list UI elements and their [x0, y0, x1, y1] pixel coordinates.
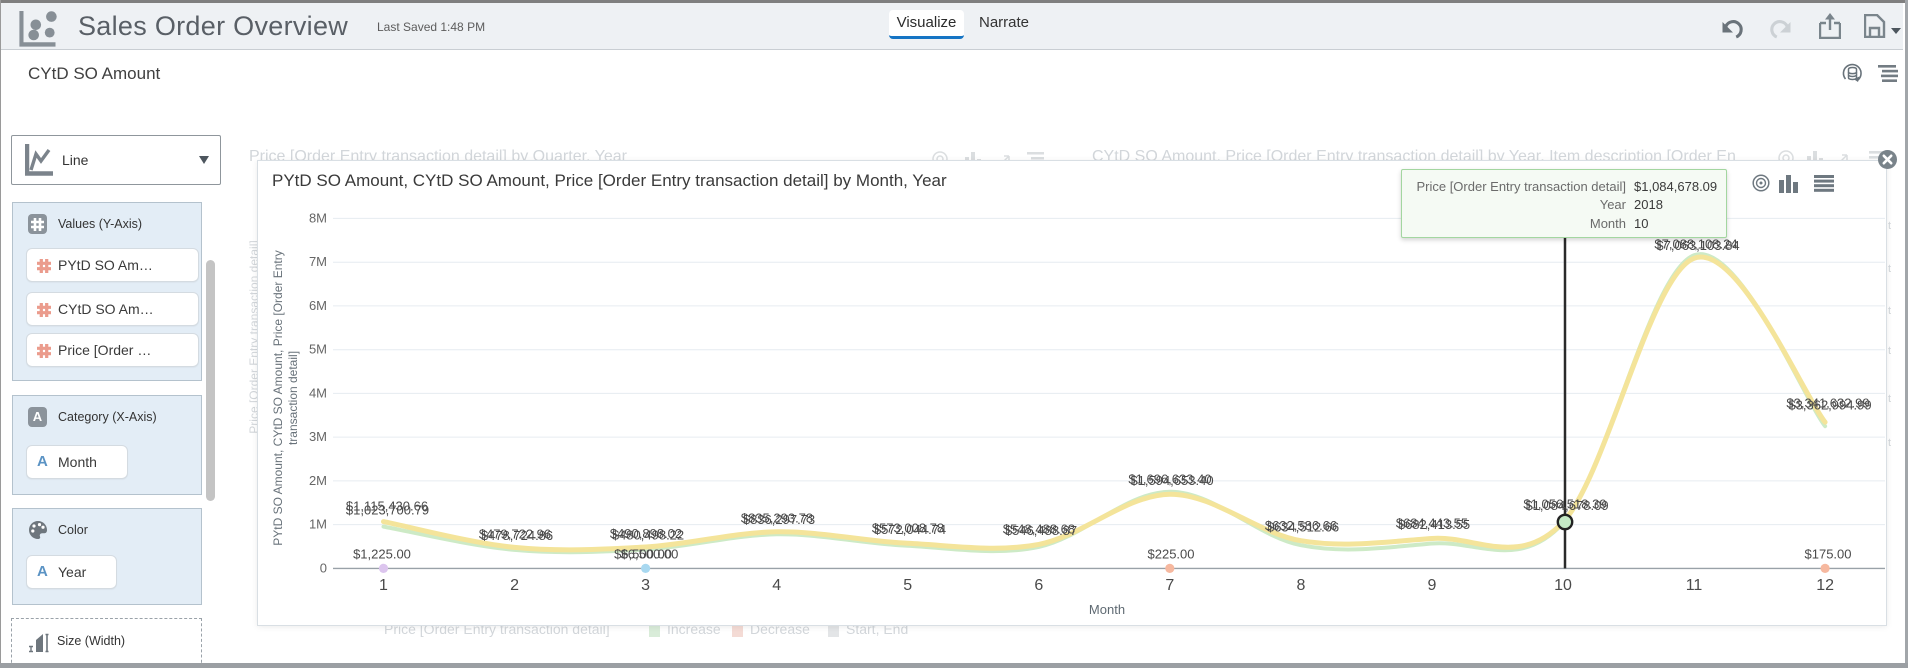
- svg-text:$1,023,700.79: $1,023,700.79: [346, 503, 429, 518]
- svg-text:$7,088,108.24: $7,088,108.24: [1654, 237, 1737, 252]
- svg-text:$1,056,518.39: $1,056,518.39: [1523, 497, 1606, 512]
- svg-text:$6,500.00: $6,500.00: [621, 547, 679, 562]
- svg-text:$225.00: $225.00: [1148, 547, 1195, 562]
- svg-text:$480,498.22: $480,498.22: [612, 528, 684, 543]
- svg-text:$682,413.55: $682,413.55: [1398, 517, 1470, 532]
- svg-text:5M: 5M: [309, 342, 327, 357]
- svg-text:$573,008.78: $573,008.78: [872, 521, 944, 536]
- svg-text:9: 9: [1427, 577, 1436, 594]
- svg-text:$3,341,632.99: $3,341,632.99: [1786, 396, 1869, 411]
- svg-text:$490,898.02: $490,898.02: [610, 526, 682, 541]
- svg-text:$632,586.66: $632,586.66: [1265, 518, 1337, 533]
- svg-text:1: 1: [379, 577, 388, 594]
- svg-text:$479,722.96: $479,722.96: [479, 527, 551, 542]
- svg-text:PYtD SO Amount, CYtD SO Amount: PYtD SO Amount, CYtD SO Amount, Price [O…: [271, 250, 300, 545]
- svg-text:$1,225.00: $1,225.00: [353, 547, 411, 562]
- svg-text:0: 0: [320, 560, 327, 575]
- svg-text:12: 12: [1816, 577, 1834, 594]
- svg-text:$6,500.00: $6,500.00: [614, 547, 672, 562]
- svg-text:$1,594,653.40: $1,594,653.40: [1130, 473, 1213, 488]
- svg-text:3: 3: [641, 577, 650, 594]
- svg-text:1M: 1M: [309, 517, 327, 532]
- svg-text:11: 11: [1686, 577, 1703, 594]
- svg-text:$7,063,103.84: $7,063,103.84: [1656, 238, 1739, 253]
- svg-text:7: 7: [1165, 577, 1174, 594]
- svg-text:$572,044.74: $572,044.74: [874, 522, 946, 537]
- svg-text:$175.00: $175.00: [1805, 547, 1852, 562]
- svg-text:4: 4: [772, 577, 781, 594]
- svg-text:$1,696,633.40: $1,696,633.40: [1128, 472, 1211, 487]
- svg-text:7M: 7M: [309, 254, 327, 269]
- svg-text:3M: 3M: [309, 429, 327, 444]
- svg-text:$546,488.87: $546,488.87: [1005, 523, 1077, 538]
- svg-text:$1,084,678.09: $1,084,678.09: [1525, 498, 1608, 513]
- svg-text:Month: Month: [1089, 602, 1125, 617]
- svg-text:$835,293.78: $835,293.78: [741, 511, 813, 526]
- svg-text:4M: 4M: [309, 385, 327, 400]
- svg-text:6: 6: [1034, 577, 1043, 594]
- svg-text:$836,297.73: $836,297.73: [743, 512, 815, 527]
- svg-text:2: 2: [510, 577, 519, 594]
- svg-text:$3,362,994.99: $3,362,994.99: [1788, 398, 1871, 413]
- svg-text:$1,115,430.66: $1,115,430.66: [346, 499, 428, 514]
- svg-text:10: 10: [1554, 577, 1572, 594]
- svg-text:8: 8: [1296, 577, 1305, 594]
- svg-text:$548,488.68: $548,488.68: [1003, 522, 1075, 537]
- svg-text:5: 5: [903, 577, 912, 594]
- svg-text:$634,512.66: $634,512.66: [1267, 520, 1339, 535]
- svg-text:$684,443.55: $684,443.55: [1396, 516, 1468, 531]
- svg-text:6M: 6M: [309, 298, 327, 313]
- svg-text:2M: 2M: [309, 473, 327, 488]
- svg-text:$478,724.86: $478,724.86: [481, 528, 553, 543]
- svg-text:8M: 8M: [309, 210, 327, 225]
